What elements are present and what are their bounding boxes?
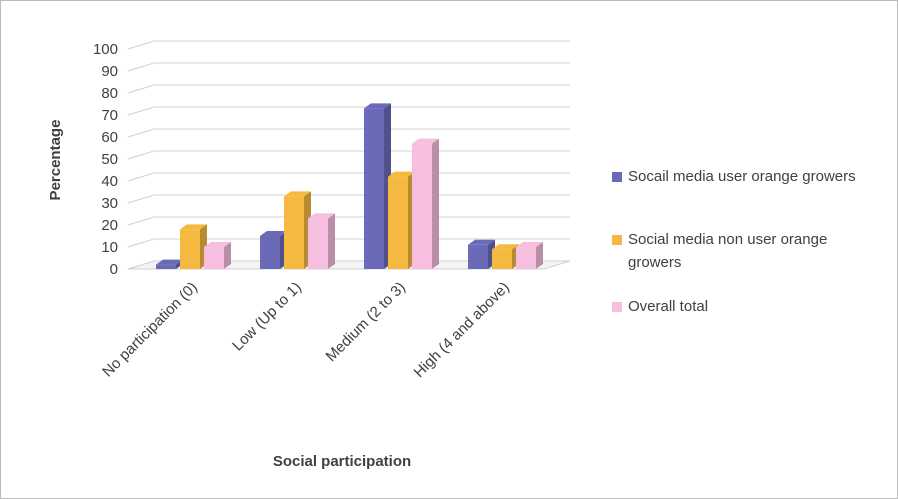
x-tick-label: High (4 and above) [411, 279, 513, 381]
bar [204, 242, 231, 269]
y-tick-label: 10 [101, 239, 118, 256]
y-tick-label: 60 [101, 129, 118, 146]
y-tick-label: 0 [110, 261, 118, 278]
y-tick-label: 100 [93, 41, 118, 58]
legend-swatch [612, 172, 622, 182]
bar-face [284, 196, 304, 269]
legend-label: Overall total [628, 298, 709, 315]
bar-face [308, 213, 335, 219]
grid-line [127, 128, 570, 138]
bar-face [156, 264, 176, 269]
bar-face [388, 176, 408, 269]
bar [492, 244, 519, 269]
bar-face [492, 249, 512, 269]
bar-face [516, 242, 543, 247]
x-tick-label: Low (Up to 1) [229, 279, 305, 355]
bar-face [388, 171, 415, 177]
y-tick-label: 70 [101, 107, 118, 124]
grid-line [127, 106, 570, 116]
bar [364, 103, 391, 270]
bar-face [180, 224, 207, 230]
legend-swatch [612, 235, 622, 245]
bar-face [412, 143, 432, 269]
grid-line [127, 62, 570, 72]
bar-face [224, 242, 231, 269]
grid-line [127, 216, 570, 226]
bar-face [364, 103, 391, 109]
bar-face [516, 247, 536, 269]
x-axis-title: Social participation [273, 453, 411, 470]
y-tick-label: 90 [101, 63, 118, 80]
bar-face [412, 138, 439, 144]
bar-face [308, 218, 328, 269]
x-tick-label: No participation (0) [99, 279, 201, 381]
x-tick-label: Medium (2 to 3) [323, 279, 409, 365]
bar-face [204, 242, 231, 247]
y-tick-label: 80 [101, 85, 118, 102]
bar-face [536, 242, 543, 269]
bar-face [468, 244, 488, 269]
y-axis-title: Percentage [47, 120, 64, 201]
grid-line [127, 150, 570, 160]
legend-label: Socail media user orange growers [628, 168, 856, 185]
bar [180, 224, 207, 269]
bar [412, 138, 439, 269]
bar-face [204, 247, 224, 269]
bar-face [260, 236, 280, 269]
bar-face [180, 229, 200, 269]
bar-face [156, 259, 183, 265]
bar-face [468, 239, 495, 245]
y-tick-label: 20 [101, 217, 118, 234]
grid-line [127, 40, 570, 50]
bar [308, 213, 335, 269]
bar-face [492, 244, 519, 250]
bar-face [284, 191, 311, 197]
bar [516, 242, 543, 269]
grid-line [127, 84, 570, 94]
bar [260, 231, 287, 269]
bar-face [328, 213, 335, 269]
legend-item: Social media non user orange growers [612, 228, 882, 274]
legend-swatch [612, 302, 622, 312]
bar-face [432, 138, 439, 269]
bar-face [260, 231, 287, 236]
bar [468, 239, 495, 269]
bar [284, 191, 311, 269]
bar-face [364, 108, 384, 270]
legend-item: Socail media user orange growers [612, 165, 882, 188]
y-tick-label: 40 [101, 173, 118, 190]
grid-line [127, 172, 570, 182]
legend-item: Overall total [612, 295, 882, 318]
bar [388, 171, 415, 269]
grid-line [127, 194, 570, 204]
y-tick-label: 50 [101, 151, 118, 168]
y-tick-label: 30 [101, 195, 118, 212]
legend-label: Social media non user orange growers [628, 231, 828, 271]
